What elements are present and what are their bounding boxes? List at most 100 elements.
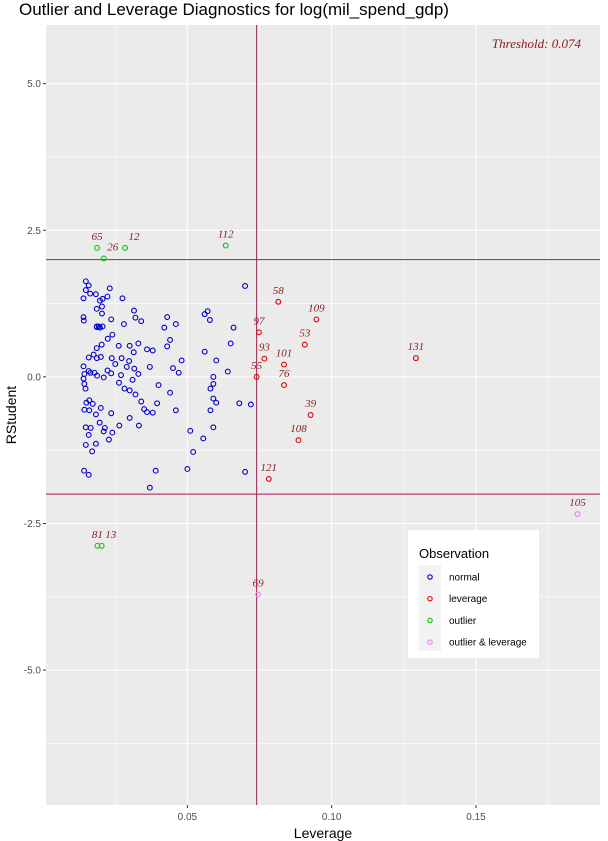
data-point-normal: [200, 435, 207, 442]
data-point-outlier: [98, 542, 105, 549]
x-tick-label: 0.10: [322, 812, 342, 823]
point-label: 109: [308, 302, 325, 314]
data-point-normal: [161, 324, 168, 331]
data-point-normal: [115, 342, 122, 349]
threshold-label: Threshold: 0.074: [492, 36, 582, 51]
data-point-normal: [85, 282, 92, 289]
data-point-normal: [224, 368, 231, 375]
data-point-normal: [170, 365, 176, 372]
data-point-normal: [104, 367, 111, 374]
data-point-normal: [210, 395, 217, 402]
data-point-normal: [210, 424, 217, 431]
data-point-leverage: [301, 341, 308, 348]
data-point-normal: [99, 303, 105, 310]
data-point-normal: [95, 323, 102, 330]
data-point-normal: [123, 363, 130, 370]
data-point-normal: [138, 398, 145, 405]
data-point-normal: [204, 308, 211, 315]
data-point-normal: [210, 380, 217, 387]
data-point-normal: [126, 387, 133, 394]
legend-key-background: [419, 565, 441, 651]
data-point-normal: [152, 467, 159, 474]
axis-ticks: 0.05 0.10 0.15 5.0 2.5 0.0 -2.5 -5.0: [24, 79, 486, 823]
legend-key-normal: [427, 574, 433, 580]
point-label: 81: [92, 529, 103, 541]
data-point-normal: [85, 431, 92, 438]
data-point-normal: [135, 370, 142, 377]
data-point-normal: [132, 314, 139, 321]
data-point-normal: [80, 317, 87, 324]
data-point-normal: [126, 414, 133, 421]
data-point-normal: [154, 400, 161, 407]
data-point-normal: [105, 436, 112, 443]
data-point-normal: [93, 305, 100, 312]
data-point-normal: [172, 407, 179, 414]
legend-title: Observation: [419, 546, 489, 561]
data-point-normal: [108, 370, 115, 377]
y-tick-label: -5.0: [24, 666, 42, 677]
plot-panel: [46, 25, 600, 805]
data-point-leverage: [275, 298, 282, 305]
data-point-normal: [126, 358, 133, 364]
data-point-normal: [92, 440, 99, 447]
data-point-normal: [227, 340, 234, 347]
data-point-normal: [81, 406, 88, 413]
data-point-normal: [108, 316, 115, 323]
data-point-normal: [175, 369, 182, 376]
data-point-normal: [242, 283, 249, 289]
data-point-normal: [247, 401, 254, 408]
data-point-normal: [89, 400, 96, 407]
point-label: 55: [251, 360, 263, 372]
data-point-normal: [104, 293, 111, 300]
data-point-normal: [144, 346, 150, 353]
data-point-normal: [129, 376, 136, 383]
data-point-normal: [207, 385, 214, 392]
data-point-leverage: [313, 316, 320, 323]
data-point-normal: [207, 407, 214, 414]
data-point-leverage: [261, 355, 268, 362]
data-point-outlier: [122, 244, 129, 251]
x-axis-title: Leverage: [294, 825, 353, 841]
data-point-normal: [131, 365, 138, 372]
data-point-normal: [85, 368, 92, 374]
data-point-normal: [96, 419, 103, 426]
point-label: 12: [129, 231, 141, 243]
x-tick-label: 0.15: [466, 812, 486, 823]
data-point-normal: [201, 348, 208, 355]
point-label: 58: [273, 285, 285, 297]
data-point-normal: [190, 448, 197, 455]
data-point-normal: [90, 351, 97, 358]
legend-items: normal leverage outlier outlier & leverage: [427, 573, 527, 649]
data-point-normal: [106, 285, 113, 292]
data-point-normal: [135, 340, 142, 347]
data-point-normal: [82, 441, 89, 448]
legend-key-outlier-leverage: [427, 639, 433, 645]
point-label: 76: [279, 368, 291, 380]
data-point-normal: [87, 369, 94, 376]
data-point-normal: [184, 466, 191, 472]
data-point-normal: [155, 382, 162, 389]
data-point-normal: [101, 424, 108, 431]
data-point-normal: [85, 471, 92, 478]
legend-label: outlier & leverage: [449, 638, 527, 649]
data-point-normal: [178, 357, 185, 364]
data-point-normal: [210, 373, 217, 380]
data-point-leverage: [412, 355, 419, 362]
data-point-normal: [81, 467, 88, 474]
point-label: 112: [218, 229, 234, 241]
data-point-normal: [89, 448, 96, 455]
data-point-normal: [100, 428, 107, 435]
data-point-normal: [135, 422, 142, 429]
data-point-normal: [130, 349, 137, 356]
y-axis-title: RStudent: [3, 386, 19, 444]
data-point-normal: [99, 295, 106, 302]
data-point-normal: [167, 389, 174, 396]
data-point-normal: [104, 335, 111, 342]
data-point-normal: [82, 424, 89, 431]
data-point-leverage: [295, 437, 302, 444]
legend: Observation normal leverage outlier outlier…: [408, 530, 539, 658]
data-point-outlier-leverage: [255, 591, 262, 598]
data-point-outlier: [100, 255, 107, 262]
